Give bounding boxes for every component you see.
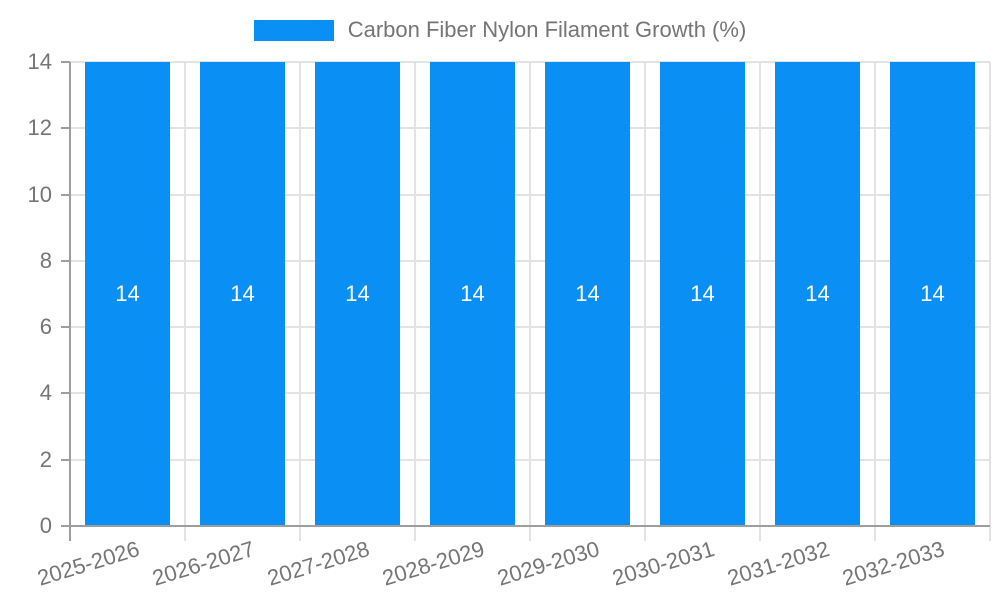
bar-value-label: 14 <box>230 281 255 306</box>
y-tick-mark <box>61 61 70 63</box>
bar-value-label: 14 <box>460 281 485 306</box>
y-axis-line <box>69 62 71 541</box>
y-tick-mark <box>61 259 70 262</box>
x-tick-label: 2032-2033 <box>838 536 947 591</box>
y-tick-mark <box>61 525 70 527</box>
y-tick-label: 4 <box>39 380 52 406</box>
bar[interactable]: 14 <box>315 62 400 526</box>
legend-item[interactable]: Carbon Fiber Nylon Filament Growth (%) <box>253 17 747 43</box>
bar[interactable]: 14 <box>200 62 285 526</box>
y-tick-label: 10 <box>27 181 52 207</box>
bar-value-label: 14 <box>690 281 715 306</box>
gridline-v <box>644 62 646 541</box>
bar[interactable]: 14 <box>85 62 170 526</box>
x-axis-line <box>61 525 990 527</box>
legend: Carbon Fiber Nylon Filament Growth (%) <box>0 17 1000 43</box>
plot-area: 0 2 4 6 8 10 12 14 14 2025-2026 14 2026-2027 14 2027-… <box>28 49 991 591</box>
bar[interactable]: 14 <box>430 62 515 526</box>
bar-value-label: 14 <box>345 281 370 306</box>
legend-swatch-icon <box>253 19 334 41</box>
y-tick-label: 12 <box>27 115 52 141</box>
y-tick-label: 6 <box>39 314 52 340</box>
legend-label: Carbon Fiber Nylon Filament Growth (%) <box>347 17 747 42</box>
gridline-v <box>759 62 761 541</box>
bar[interactable]: 14 <box>545 62 630 526</box>
bar[interactable]: 14 <box>660 62 745 526</box>
bar-value-label: 14 <box>805 281 830 306</box>
bar[interactable]: 14 <box>775 62 860 526</box>
y-tick-label: 8 <box>39 247 52 273</box>
bar-value-label: 14 <box>575 281 600 306</box>
y-tick-mark <box>61 392 70 395</box>
y-tick-mark <box>61 326 70 329</box>
y-tick-mark <box>61 193 70 196</box>
gridline-v <box>874 62 876 541</box>
y-tick-label: 0 <box>39 513 52 538</box>
bar-value-label: 14 <box>115 281 140 306</box>
gridline-v <box>414 62 416 541</box>
y-tick-label: 14 <box>27 49 52 74</box>
gridline-v <box>299 62 301 541</box>
y-tick-mark <box>61 127 70 130</box>
bar[interactable]: 14 <box>890 62 975 526</box>
gridline-v <box>989 62 991 541</box>
gridline-v <box>529 62 531 541</box>
gridline-v <box>184 62 186 541</box>
bar-value-label: 14 <box>920 281 945 306</box>
y-tick-label: 2 <box>39 446 52 472</box>
y-tick-mark <box>61 458 70 461</box>
